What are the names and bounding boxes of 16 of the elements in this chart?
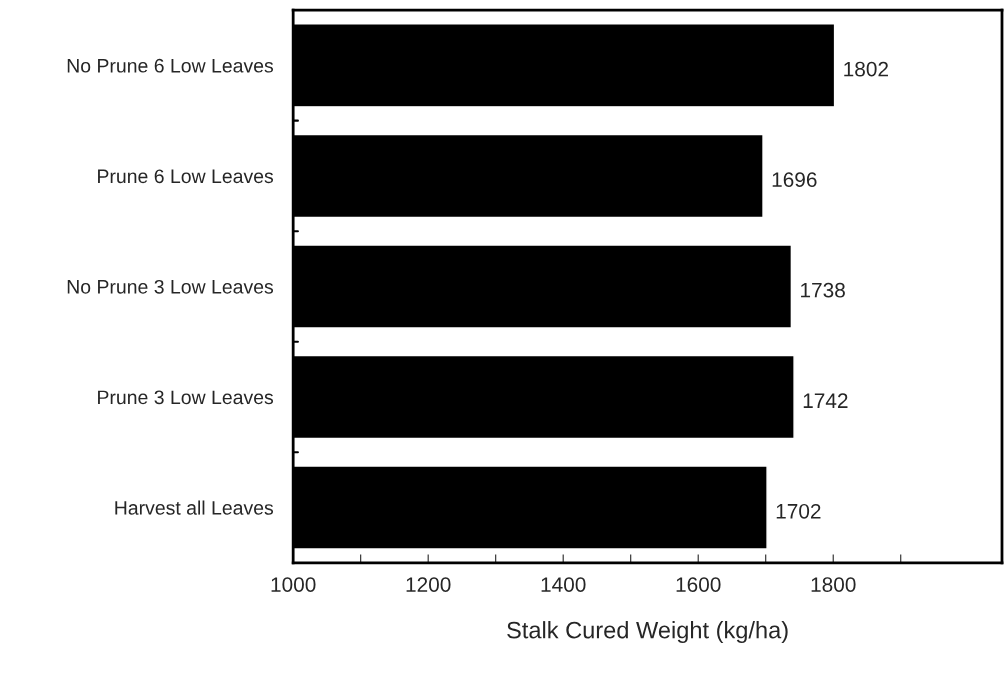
data-label: 1802 [844,61,888,77]
data-label: 1738 [801,282,845,298]
y-tick-label: Harvest all Leaves [115,500,274,515]
x-tick-label: 1400 [541,577,586,592]
y-tick-label: No Prune 6 Low Leaves [67,58,274,73]
x-tick-label: 1000 [271,577,316,592]
data-label: 1702 [776,503,821,519]
data-label: 1696 [772,172,817,188]
x-tick-label: 1200 [406,577,451,592]
y-tick-label: No Prune 3 Low Leaves [67,279,274,294]
y-tick-label: Prune 6 Low Leaves [98,169,274,184]
x-axis-title: Stalk Cured Weight (kg/ha) [507,621,788,644]
data-label: 1742 [803,393,848,408]
x-tick-label: 1600 [676,577,721,592]
x-tick-label: 1800 [811,577,856,592]
y-tick-label: Prune 3 Low Leaves [98,390,274,405]
